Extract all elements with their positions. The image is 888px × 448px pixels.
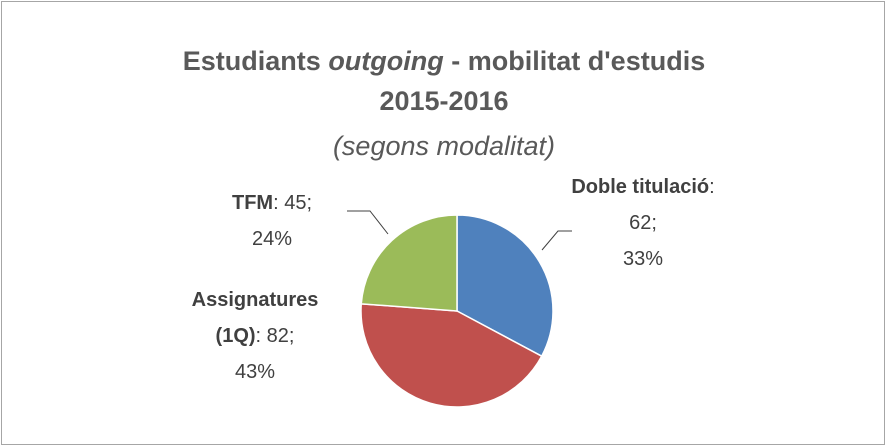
title-part: Estudiants (183, 46, 321, 76)
data-label: Doble titulació: 62; 33% (568, 169, 718, 277)
pie-slice (456, 214, 554, 358)
label-value: : 82; (255, 325, 295, 347)
pie-slice (360, 303, 543, 408)
title-part: outgoing (328, 46, 444, 76)
chart-title: 2015-2016 (379, 86, 508, 116)
label-name: Doble titulació (571, 176, 710, 198)
label-percent: 24% (251, 228, 293, 250)
pie-slice (360, 214, 458, 312)
label-percent: 43% (234, 361, 276, 383)
label-value: : 62; (629, 176, 715, 234)
data-label: TFM: 45; 24% (222, 185, 322, 257)
pie (360, 214, 554, 408)
leader-line (541, 230, 572, 251)
chart-title: Estudiants outgoing - mobilitat d'estudi… (183, 46, 705, 76)
data-label: Assignatures (1Q): 82; 43% (185, 282, 325, 390)
chart-subtitle: (segons modalitat) (333, 131, 555, 161)
label-percent: 33% (622, 248, 664, 270)
label-name: TFM (231, 192, 274, 214)
title-part: - mobilitat d'estudis (451, 46, 705, 76)
label-name: Assignatures (1Q) (191, 289, 319, 347)
label-value: : 45; (273, 192, 312, 214)
leader-line (347, 210, 389, 235)
